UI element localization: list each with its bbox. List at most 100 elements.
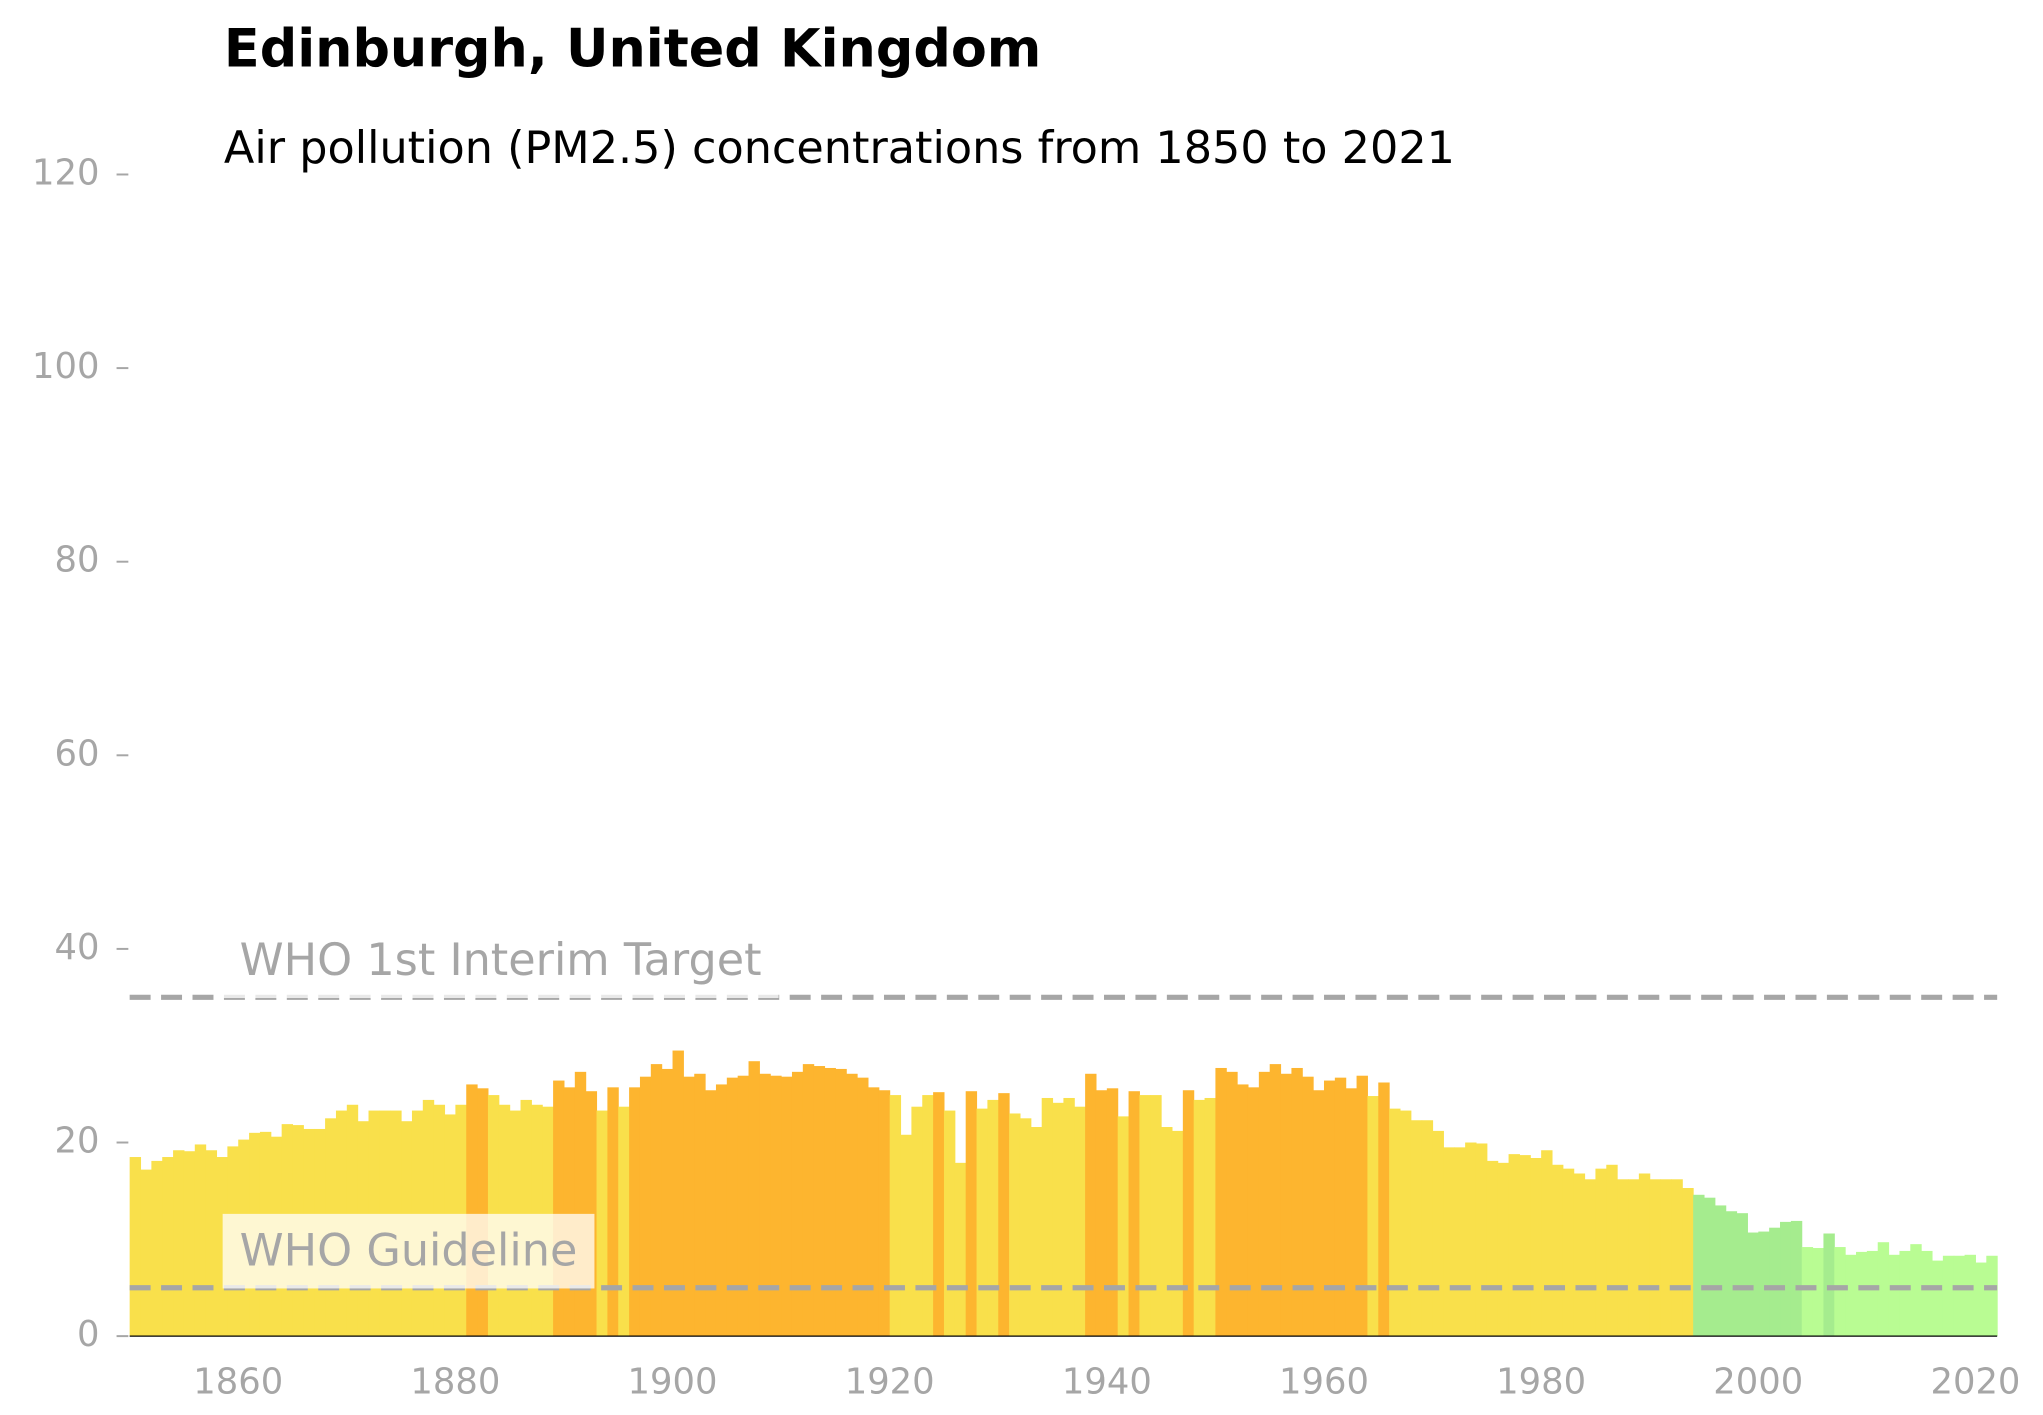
bar <box>922 1095 934 1337</box>
bar <box>1052 1102 1064 1337</box>
bar <box>1041 1097 1054 1337</box>
bar <box>1237 1084 1249 1337</box>
bar <box>1378 1082 1390 1337</box>
bar <box>1693 1194 1705 1337</box>
bar <box>151 1160 163 1337</box>
bar <box>1877 1242 1890 1337</box>
bar <box>1117 1116 1130 1337</box>
bar <box>1074 1106 1086 1337</box>
bar <box>1856 1251 1868 1337</box>
bar <box>813 1066 826 1337</box>
bar <box>1628 1179 1640 1337</box>
y-tick-label: 120 <box>32 152 99 193</box>
bar <box>563 1087 576 1337</box>
bar <box>1682 1188 1694 1337</box>
bar <box>1204 1097 1216 1337</box>
bar <box>911 1106 923 1337</box>
bar <box>705 1090 717 1337</box>
bar <box>748 1061 760 1337</box>
bar <box>878 1090 891 1337</box>
bar <box>1019 1118 1032 1337</box>
bar <box>1009 1113 1021 1337</box>
bar <box>1128 1091 1140 1337</box>
bar <box>1182 1090 1195 1337</box>
bar <box>553 1080 565 1337</box>
chart-title: Edinburgh, United Kingdom <box>224 19 1041 80</box>
bar <box>846 1073 858 1337</box>
bar <box>1399 1110 1412 1337</box>
bar <box>1226 1071 1238 1337</box>
bar <box>1790 1220 1803 1337</box>
bar <box>759 1073 771 1337</box>
bar <box>1171 1130 1184 1337</box>
x-tick-label: 1900 <box>628 1361 718 1402</box>
bar <box>791 1071 804 1337</box>
bar <box>1866 1250 1879 1337</box>
bar <box>661 1068 674 1337</box>
bar <box>607 1087 619 1337</box>
chart-subtitle: Air pollution (PM2.5) concentrations fro… <box>224 123 1455 174</box>
bar <box>1921 1250 1933 1337</box>
bar <box>1845 1254 1857 1337</box>
bar <box>1812 1248 1824 1337</box>
bar <box>1953 1255 1966 1337</box>
bar <box>1671 1179 1683 1337</box>
reference-label: WHO Guideline <box>240 1226 578 1277</box>
bar <box>1106 1088 1119 1337</box>
bar <box>857 1077 869 1337</box>
bar <box>737 1075 750 1337</box>
bar <box>1291 1067 1303 1337</box>
bar <box>1367 1096 1379 1337</box>
bar <box>1649 1179 1662 1337</box>
bar <box>1638 1173 1651 1337</box>
bar <box>173 1150 185 1337</box>
bar <box>1714 1205 1727 1337</box>
bar <box>477 1088 489 1337</box>
bar <box>965 1091 978 1337</box>
bar <box>650 1064 663 1337</box>
bar <box>1769 1227 1781 1337</box>
bar <box>1801 1247 1814 1337</box>
bar <box>1269 1064 1282 1337</box>
y-tick-label: 60 <box>55 733 100 774</box>
bar <box>802 1064 815 1337</box>
bar <box>976 1108 988 1337</box>
reference-label-box <box>222 1213 595 1289</box>
bar <box>1530 1157 1542 1337</box>
bar <box>1063 1097 1075 1337</box>
bar <box>1519 1155 1531 1337</box>
bar <box>162 1157 174 1337</box>
bar <box>1573 1173 1586 1337</box>
bar <box>466 1084 478 1337</box>
bar <box>1660 1179 1672 1337</box>
bar <box>1150 1095 1162 1337</box>
bar <box>943 1110 956 1337</box>
bar <box>216 1157 228 1337</box>
y-tick-label: 20 <box>55 1121 100 1162</box>
bar <box>1313 1090 1325 1337</box>
y-tick-label: 0 <box>77 1314 100 1355</box>
bar <box>1562 1168 1575 1337</box>
x-tick-label: 2020 <box>1930 1361 2020 1402</box>
bar <box>574 1071 587 1337</box>
bar <box>129 1157 142 1337</box>
bar <box>867 1087 880 1337</box>
bar <box>1736 1213 1748 1337</box>
bar <box>1617 1179 1629 1337</box>
bar <box>1910 1244 1922 1337</box>
bar <box>1932 1260 1944 1337</box>
bar <box>770 1075 782 1337</box>
bar <box>1486 1160 1499 1337</box>
bar <box>1497 1162 1510 1337</box>
bar <box>889 1095 902 1337</box>
bar <box>1443 1147 1455 1337</box>
reference-label-box <box>222 923 779 999</box>
bar <box>987 1099 999 1337</box>
bar <box>1421 1120 1434 1337</box>
bar <box>1302 1076 1314 1337</box>
bar <box>1780 1221 1792 1337</box>
bar <box>1345 1088 1358 1337</box>
